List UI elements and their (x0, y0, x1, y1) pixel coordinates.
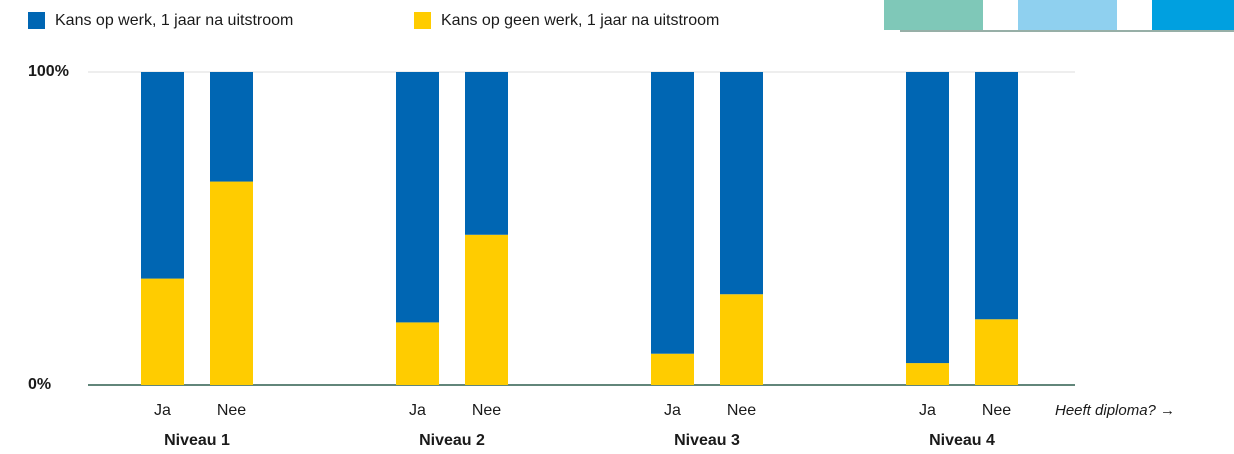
bar-segment (720, 294, 763, 385)
legend-swatch (414, 12, 431, 29)
legend-swatch (28, 12, 45, 29)
bar-segment (465, 72, 508, 235)
x-axis-label: Heeft diploma? → (1055, 402, 1175, 419)
decoration (1152, 0, 1234, 30)
bar-segment (465, 234, 508, 385)
x-tick-label: Nee (982, 402, 1011, 419)
decoration (1018, 0, 1117, 30)
bar-segment (651, 72, 694, 354)
x-tick-label: Nee (727, 402, 756, 419)
bar-segment (210, 72, 253, 182)
group-label: Niveau 2 (419, 432, 485, 449)
group-label: Niveau 3 (674, 432, 740, 449)
decoration (884, 0, 983, 30)
x-tick-label: Ja (919, 402, 936, 419)
legend-label: Kans op werk, 1 jaar na uitstroom (55, 12, 293, 29)
legend-label: Kans op geen werk, 1 jaar na uitstroom (441, 12, 719, 29)
bar-segment (906, 72, 949, 364)
bar-segment (975, 319, 1018, 385)
bar-segment (975, 72, 1018, 320)
y-tick-label: 100% (28, 63, 69, 80)
x-tick-label: Ja (409, 402, 426, 419)
group-label: Niveau 4 (929, 432, 995, 449)
bar-segment (651, 353, 694, 385)
bar-segment (720, 72, 763, 295)
bar-segment (141, 72, 184, 279)
x-tick-label: Nee (217, 402, 246, 419)
group-label: Niveau 1 (164, 432, 230, 449)
y-tick-label: 0% (28, 376, 51, 393)
bar-segment (906, 363, 949, 385)
bar-segment (141, 278, 184, 385)
bar-segment (210, 181, 253, 385)
x-tick-label: Ja (664, 402, 681, 419)
bar-segment (396, 322, 439, 385)
x-tick-label: Ja (154, 402, 171, 419)
bar-segment (396, 72, 439, 323)
x-tick-label: Nee (472, 402, 501, 419)
